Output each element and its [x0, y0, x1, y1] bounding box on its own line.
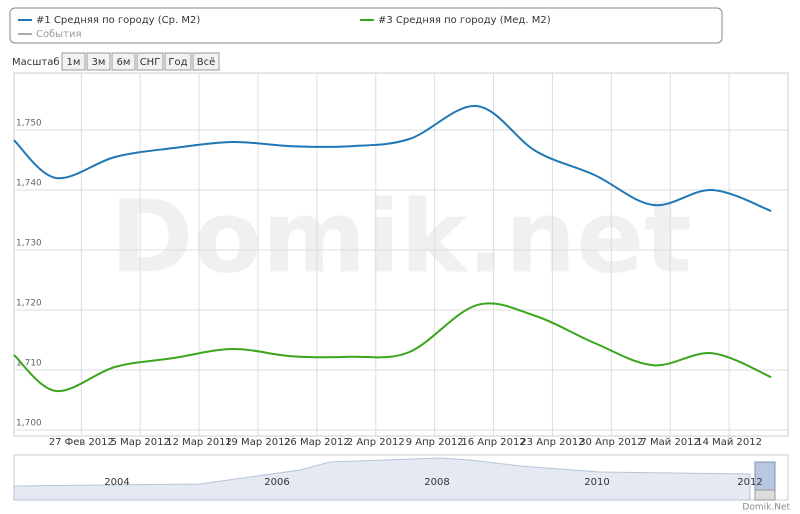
- zoom-button[interactable]: [136, 52, 164, 71]
- x-tick-label: 9 Апр 2012: [406, 437, 464, 448]
- zoom-button-label: Всё: [197, 57, 216, 68]
- zoom-button[interactable]: [61, 52, 86, 71]
- plot-area: [13, 72, 789, 437]
- x-tick-label: 30 Апр 2012: [579, 437, 643, 448]
- x-tick-label: 16 Апр 2012: [461, 437, 525, 448]
- legend-entry[interactable]: #3 Средняя по городу (Мед. М2): [378, 15, 551, 26]
- navigator-series: [13, 457, 751, 501]
- navigator-label: 2010: [584, 477, 609, 488]
- zoom-button-label: 3м: [92, 57, 106, 68]
- y-tick-label: 1,730: [16, 239, 42, 249]
- x-tick-label: 14 Май 2012: [696, 437, 762, 448]
- navigator-label: 2004: [104, 477, 129, 488]
- legend-box: [9, 7, 723, 44]
- x-tick-label: 12 Мар 2012: [166, 437, 232, 448]
- x-tick-label: 5 Мар 2012: [111, 437, 170, 448]
- y-tick-label: 1,750: [16, 119, 42, 129]
- zoom-button-label: 6м: [117, 57, 131, 68]
- watermark: Domik.net: [110, 178, 692, 295]
- navigator-label: 2012: [737, 477, 762, 488]
- y-tick-label: 1,710: [16, 359, 42, 369]
- zoom-button[interactable]: [164, 52, 192, 71]
- series-line: [13, 104, 772, 212]
- y-tick-label: 1,700: [16, 419, 42, 429]
- zoom-button[interactable]: [192, 52, 220, 71]
- zoom-label: Масштаб: [12, 57, 60, 68]
- y-tick-label: 1,720: [16, 299, 42, 309]
- navigator-label: 2006: [264, 477, 289, 488]
- zoom-button[interactable]: [86, 52, 111, 71]
- x-tick-label: 27 Фев 2012: [49, 437, 114, 448]
- series-line: [13, 302, 772, 393]
- x-tick-label: 19 Мар 2012: [225, 437, 291, 448]
- y-tick-label: 1,740: [16, 179, 42, 189]
- zoom-button-label: СНГ: [140, 57, 161, 68]
- x-tick-label: 2 Апр 2012: [347, 437, 405, 448]
- x-tick-label: 23 Апр 2012: [520, 437, 584, 448]
- navigator-label: 2008: [424, 477, 449, 488]
- x-tick-label: 7 Май 2012: [640, 437, 699, 448]
- scrollbar[interactable]: [754, 489, 776, 501]
- legend-entry[interactable]: #1 Средняя по городу (Ср. М2): [36, 15, 200, 26]
- zoom-button-label: 1м: [67, 57, 81, 68]
- zoom-button-label: Год: [168, 57, 187, 68]
- credit[interactable]: Domik.Net: [742, 503, 790, 513]
- legend-entry[interactable]: События: [36, 29, 82, 40]
- zoom-button[interactable]: [111, 52, 136, 71]
- x-tick-label: 26 Мар 2012: [284, 437, 350, 448]
